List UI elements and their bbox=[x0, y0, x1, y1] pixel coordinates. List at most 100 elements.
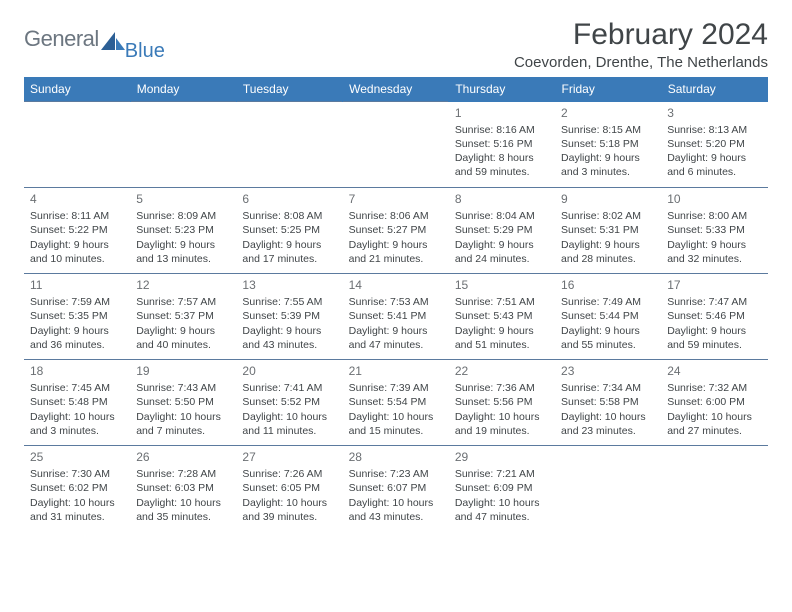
cell-text: Sunset: 5:25 PM bbox=[242, 223, 336, 237]
cell-text: Sunset: 5:27 PM bbox=[349, 223, 443, 237]
day-number: 14 bbox=[349, 277, 443, 293]
day-number: 27 bbox=[242, 449, 336, 465]
cell-text: Sunset: 5:54 PM bbox=[349, 395, 443, 409]
calendar-row: 25Sunrise: 7:30 AMSunset: 6:02 PMDayligh… bbox=[24, 446, 768, 532]
day-number: 4 bbox=[30, 191, 124, 207]
day-number: 10 bbox=[667, 191, 761, 207]
calendar-cell: 11Sunrise: 7:59 AMSunset: 5:35 PMDayligh… bbox=[24, 274, 130, 360]
day-number: 18 bbox=[30, 363, 124, 379]
page-header: General Blue February 2024 Coevorden, Dr… bbox=[24, 18, 768, 71]
calendar-cell: 8Sunrise: 8:04 AMSunset: 5:29 PMDaylight… bbox=[449, 188, 555, 274]
cell-text: Daylight: 8 hours bbox=[455, 151, 549, 165]
cell-text: Sunrise: 7:32 AM bbox=[667, 381, 761, 395]
calendar-cell: 19Sunrise: 7:43 AMSunset: 5:50 PMDayligh… bbox=[130, 360, 236, 446]
cell-text: and 59 minutes. bbox=[667, 338, 761, 352]
day-number: 12 bbox=[136, 277, 230, 293]
calendar-cell-blank bbox=[555, 446, 661, 532]
cell-text: Sunrise: 8:09 AM bbox=[136, 209, 230, 223]
calendar-cell: 10Sunrise: 8:00 AMSunset: 5:33 PMDayligh… bbox=[661, 188, 767, 274]
cell-text: Daylight: 9 hours bbox=[561, 324, 655, 338]
cell-text: and 13 minutes. bbox=[136, 252, 230, 266]
cell-text: Sunrise: 7:36 AM bbox=[455, 381, 549, 395]
cell-text: and 6 minutes. bbox=[667, 165, 761, 179]
calendar-cell-blank bbox=[24, 102, 130, 188]
calendar-row: 4Sunrise: 8:11 AMSunset: 5:22 PMDaylight… bbox=[24, 188, 768, 274]
calendar-cell: 26Sunrise: 7:28 AMSunset: 6:03 PMDayligh… bbox=[130, 446, 236, 532]
calendar-cell: 2Sunrise: 8:15 AMSunset: 5:18 PMDaylight… bbox=[555, 102, 661, 188]
cell-text: Daylight: 10 hours bbox=[30, 496, 124, 510]
cell-text: Sunset: 5:31 PM bbox=[561, 223, 655, 237]
cell-text: Daylight: 10 hours bbox=[136, 410, 230, 424]
cell-text: Sunrise: 8:11 AM bbox=[30, 209, 124, 223]
cell-text: Sunrise: 8:15 AM bbox=[561, 123, 655, 137]
calendar-cell: 12Sunrise: 7:57 AMSunset: 5:37 PMDayligh… bbox=[130, 274, 236, 360]
day-number: 19 bbox=[136, 363, 230, 379]
cell-text: and 47 minutes. bbox=[349, 338, 443, 352]
cell-text: Sunset: 6:00 PM bbox=[667, 395, 761, 409]
day-number: 8 bbox=[455, 191, 549, 207]
cell-text: Sunrise: 8:08 AM bbox=[242, 209, 336, 223]
calendar-cell: 23Sunrise: 7:34 AMSunset: 5:58 PMDayligh… bbox=[555, 360, 661, 446]
cell-text: Sunset: 5:56 PM bbox=[455, 395, 549, 409]
calendar-cell-blank bbox=[661, 446, 767, 532]
cell-text: Daylight: 9 hours bbox=[136, 238, 230, 252]
cell-text: Daylight: 9 hours bbox=[561, 238, 655, 252]
cell-text: and 36 minutes. bbox=[30, 338, 124, 352]
calendar-cell: 15Sunrise: 7:51 AMSunset: 5:43 PMDayligh… bbox=[449, 274, 555, 360]
cell-text: Daylight: 9 hours bbox=[667, 238, 761, 252]
cell-text: and 24 minutes. bbox=[455, 252, 549, 266]
day-number: 20 bbox=[242, 363, 336, 379]
calendar-cell: 20Sunrise: 7:41 AMSunset: 5:52 PMDayligh… bbox=[236, 360, 342, 446]
day-number: 16 bbox=[561, 277, 655, 293]
calendar-cell-blank bbox=[236, 102, 342, 188]
cell-text: Sunrise: 7:55 AM bbox=[242, 295, 336, 309]
cell-text: Daylight: 9 hours bbox=[30, 324, 124, 338]
location-subtitle: Coevorden, Drenthe, The Netherlands bbox=[514, 54, 768, 71]
calendar-cell: 22 Sunrise: 7:36 AMSunset: 5:56 PMDayligh… bbox=[449, 360, 555, 446]
cell-text: Sunset: 6:02 PM bbox=[30, 481, 124, 495]
weekday-header: Sunday bbox=[24, 77, 130, 102]
day-number: 1 bbox=[455, 105, 549, 121]
calendar-body: 1Sunrise: 8:16 AMSunset: 5:16 PMDaylight… bbox=[24, 102, 768, 532]
day-number: 26 bbox=[136, 449, 230, 465]
cell-text: Sunset: 5:39 PM bbox=[242, 309, 336, 323]
calendar-row: 1Sunrise: 8:16 AMSunset: 5:16 PMDaylight… bbox=[24, 102, 768, 188]
weekday-header: Friday bbox=[555, 77, 661, 102]
day-number: 22 bbox=[455, 363, 549, 379]
cell-text: Sunset: 5:35 PM bbox=[30, 309, 124, 323]
calendar-header-row: Sunday Monday Tuesday Wednesday Thursday… bbox=[24, 77, 768, 102]
cell-text: Daylight: 10 hours bbox=[455, 410, 549, 424]
cell-text: Sunrise: 7:53 AM bbox=[349, 295, 443, 309]
cell-text: Sunset: 5:20 PM bbox=[667, 137, 761, 151]
cell-text: Sunset: 5:37 PM bbox=[136, 309, 230, 323]
cell-text: Sunrise: 7:45 AM bbox=[30, 381, 124, 395]
cell-text: and 27 minutes. bbox=[667, 424, 761, 438]
logo-text-general: General bbox=[24, 26, 99, 52]
day-number: 24 bbox=[667, 363, 761, 379]
cell-text: and 10 minutes. bbox=[30, 252, 124, 266]
title-block: February 2024 Coevorden, Drenthe, The Ne… bbox=[514, 18, 768, 71]
cell-text: Sunrise: 8:00 AM bbox=[667, 209, 761, 223]
cell-text: and 15 minutes. bbox=[349, 424, 443, 438]
cell-text: Sunrise: 7:30 AM bbox=[30, 467, 124, 481]
cell-text: Sunset: 5:58 PM bbox=[561, 395, 655, 409]
cell-text: Sunset: 6:09 PM bbox=[455, 481, 549, 495]
cell-text: and 23 minutes. bbox=[561, 424, 655, 438]
day-number: 2 bbox=[561, 105, 655, 121]
cell-text: Sunset: 5:44 PM bbox=[561, 309, 655, 323]
day-number: 13 bbox=[242, 277, 336, 293]
cell-text: Sunset: 5:41 PM bbox=[349, 309, 443, 323]
cell-text: and 35 minutes. bbox=[136, 510, 230, 524]
calendar-cell: 18Sunrise: 7:45 AMSunset: 5:48 PMDayligh… bbox=[24, 360, 130, 446]
cell-text: and 43 minutes. bbox=[349, 510, 443, 524]
weekday-header: Tuesday bbox=[236, 77, 342, 102]
calendar-cell: 21Sunrise: 7:39 AMSunset: 5:54 PMDayligh… bbox=[343, 360, 449, 446]
weekday-header: Monday bbox=[130, 77, 236, 102]
cell-text: and 21 minutes. bbox=[349, 252, 443, 266]
calendar-cell: 14Sunrise: 7:53 AMSunset: 5:41 PMDayligh… bbox=[343, 274, 449, 360]
calendar-cell: 1Sunrise: 8:16 AMSunset: 5:16 PMDaylight… bbox=[449, 102, 555, 188]
calendar-cell: 9Sunrise: 8:02 AMSunset: 5:31 PMDaylight… bbox=[555, 188, 661, 274]
calendar-page: General Blue February 2024 Coevorden, Dr… bbox=[0, 0, 792, 532]
calendar-cell: 27Sunrise: 7:26 AMSunset: 6:05 PMDayligh… bbox=[236, 446, 342, 532]
cell-text: Daylight: 9 hours bbox=[455, 238, 549, 252]
